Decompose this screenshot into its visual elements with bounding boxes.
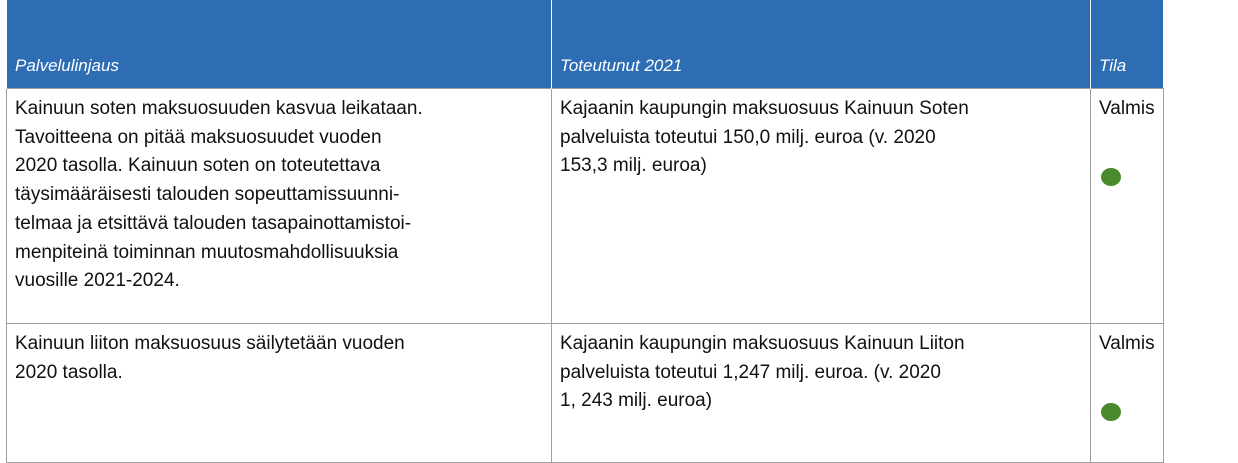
- cell-line: 1, 243 milj. euroa): [560, 390, 713, 412]
- cell-line: palveluista toteutui 1,247 milj. euroa. …: [560, 361, 941, 383]
- cell-line: Kajaanin kaupungin maksuosuus Kainuun So…: [560, 98, 969, 119]
- cell-line: Valmis: [1099, 333, 1155, 354]
- cell-line: Tavoitteena on pitää maksuosuudet vuoden: [15, 126, 382, 148]
- header-cell: Toteutunut 2021: [551, 0, 1091, 89]
- table-body: Kainuun soten maksuosuuden kasvua leikat…: [6, 88, 1164, 463]
- table-row: Kainuun liiton maksuosuus säilytetään vu…: [6, 323, 1164, 463]
- status-dot: [1101, 167, 1121, 186]
- cell-line: 2020 tasolla. Kainuun soten on toteutett…: [15, 155, 381, 177]
- table-cell: Kajaanin kaupungin maksuosuus Kainuun Li…: [551, 323, 1091, 463]
- cell-line: täysimääräisesti talouden sopeuttamissuu…: [15, 184, 400, 206]
- cell-line: 153,3 milj. euroa): [560, 155, 707, 177]
- cell-line: palveluista toteutui 150,0 milj. euroa (…: [560, 126, 936, 148]
- status-dot: [1101, 402, 1121, 421]
- header-cell: Tila: [1090, 0, 1164, 89]
- cell-line: vuosille 2021-2024.: [15, 270, 180, 292]
- header-cell: Palvelulinjaus: [6, 0, 552, 89]
- table: Palvelulinjaus Toteutunut 2021 Tila Kainuu…: [6, 0, 1164, 463]
- table-cell: Valmis: [1090, 88, 1164, 324]
- table-row: Kainuun soten maksuosuuden kasvua leikat…: [6, 88, 1164, 324]
- table-cell: Kainuun soten maksuosuuden kasvua leikat…: [6, 88, 552, 324]
- table-cell: Kainuun liiton maksuosuus säilytetään vu…: [6, 323, 552, 463]
- cell-line: telmaa ja etsittävä talouden tasapainott…: [15, 212, 412, 234]
- cell-line: Kainuun soten maksuosuuden kasvua leikat…: [15, 98, 423, 119]
- cell-line: Kajaanin kaupungin maksuosuus Kainuun Li…: [560, 333, 965, 354]
- cell-line: Kainuun liiton maksuosuus säilytetään vu…: [15, 333, 405, 354]
- cell-line: Valmis: [1099, 98, 1155, 119]
- table-cell: Valmis: [1090, 323, 1164, 463]
- cell-line: 2020 tasolla.: [15, 361, 123, 383]
- table-cell: Kajaanin kaupungin maksuosuus Kainuun So…: [551, 88, 1091, 324]
- header-row: Palvelulinjaus Toteutunut 2021 Tila: [6, 0, 1164, 89]
- cell-line: menpiteinä toiminnan muutosmahdollisuuks…: [15, 241, 399, 263]
